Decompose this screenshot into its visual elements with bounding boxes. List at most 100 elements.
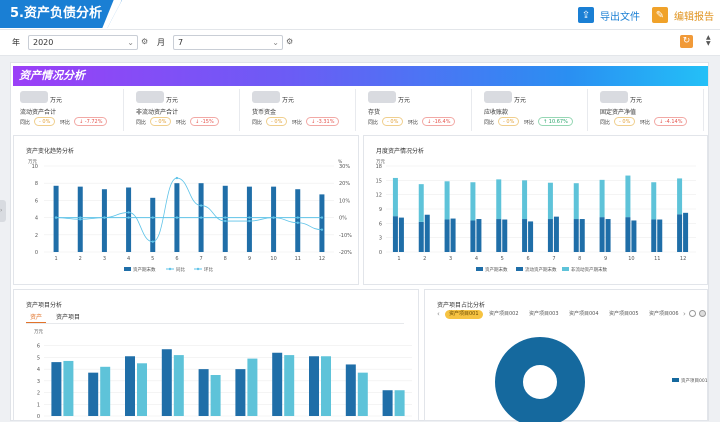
upload-icon: ⇪ [578,7,594,23]
legend-label: 资产项目001 [681,377,708,384]
bar-noncurrent-asset [547,182,553,220]
x-tick-label: 11 [295,256,301,262]
bar-light [357,372,368,416]
page-title: 5.资产负债分析 [0,0,122,28]
kpi-value-blurred [20,91,48,103]
kpi-card: 万元 固定资产净值 同比 - 0% 环比 ↓ -4.14% [594,89,704,131]
x-tick-label: 4 [127,256,130,262]
year-label: 年 [12,38,20,47]
kpi-card: 万元 流动资产合计 同比 - 0% 环比 ↓ -7.72% [14,89,124,131]
y2-tick-label: 30% [339,164,350,170]
kpi-value-blurred [484,91,512,103]
bar-asset-end [150,197,156,252]
line-point [296,216,299,219]
line-point [151,240,154,243]
month-select[interactable]: 7 ⌄ [173,35,283,50]
kpi-mom-label: 环比 [408,120,419,126]
bar-noncurrent-asset [651,182,657,220]
y-tick-label: 15 [376,178,382,184]
bar-current-asset [476,219,482,252]
asset-item-chip[interactable]: 资产项目004 [569,311,599,317]
kpi-yoy-badge: - 0% [266,117,288,126]
line-point [151,216,154,219]
kpi-mom-badge: ↓ -7.72% [74,117,108,126]
legend-label: 资产期末数 [133,266,156,273]
asset-item-chip[interactable]: 资产项目005 [609,311,639,317]
year-select[interactable]: 2020 ⌄ [28,35,138,50]
bar-asset-end [470,220,476,252]
y-tick-label: 1 [37,402,40,408]
export-file-button[interactable]: ⇪ 导出文件 [578,6,640,24]
tab-asset-item[interactable]: 资产项目 [56,314,81,321]
filter-settings-icon[interactable]: ⚙ [286,37,294,46]
bar-current-asset [553,216,559,252]
x-tick-label: 3 [103,256,106,262]
kpi-mom-badge: ↑ 10.67% [538,117,573,126]
tab-asset[interactable]: 资产 [30,314,43,321]
line-point [224,216,227,219]
monthly-asset-card: 月度资产情况分析 万元 0 3 6 9 12 15 18 1 2 3 4 5 6 7 8 9 10 11 12 资产期末… [363,135,708,285]
chevron-left-icon[interactable]: ‹ [437,310,440,318]
bar-dark [88,372,99,416]
bar-current-asset [657,219,663,252]
bar-asset-end [418,221,424,252]
bar-noncurrent-asset [418,184,424,222]
x-tick-label: 11 [654,256,660,262]
x-tick-label: 9 [604,256,607,262]
bar-asset-end [295,189,301,252]
bar-dark [51,362,62,416]
kpi-unit: 万元 [282,97,295,104]
month-label: 月 [157,38,165,47]
asset-item-chip[interactable]: 资产项目006 [649,311,679,317]
y-tick-label: 6 [379,221,382,227]
asset-item-chip[interactable]: 资产项目003 [529,311,559,317]
gear-icon[interactable] [699,310,706,317]
line-point [175,216,179,219]
kpi-name: 货币资金 [252,109,277,116]
bar-dark [198,369,209,416]
kpi-mom-label: 环比 [640,120,651,126]
line-point [272,216,275,219]
kpi-card: 万元 非流动资产合计 同比 - 0% 环比 ↓ -15% [130,89,240,131]
kpi-mom-badge: ↓ -15% [190,117,219,126]
side-panel-handle[interactable]: › [0,200,6,222]
kpi-yoy-badge: - 0% [614,117,636,126]
x-tick-label: 7 [552,256,555,262]
bar-asset-end [246,186,252,252]
bar-light [100,366,111,416]
settings-icon[interactable] [689,310,696,317]
kpi-unit: 万元 [398,97,411,104]
bar-current-asset [424,214,430,252]
asset-item-chip[interactable]: 资产项目002 [489,311,519,317]
bar-noncurrent-asset [392,177,398,217]
y2-tick-label: -10% [339,233,352,239]
refresh-button[interactable]: ↻ [680,35,693,48]
bar-current-asset [683,212,689,252]
y-tick-label: 6 [35,198,38,204]
collapse-toggle-icon[interactable]: ▲ ▼ [706,34,711,47]
y-tick-label: 8 [35,181,38,187]
kpi-mom-badge: ↓ -3.31% [306,117,340,126]
kpi-yoy-label: 同比 [252,120,263,126]
legend-swatch [562,267,569,271]
asset-share-card: 资产项目占比分析 ‹ 资产项目001 资产项目002 资产项目003 资产项目004 资… [424,289,708,422]
bar-noncurrent-asset [677,178,683,215]
chevron-right-icon[interactable]: › [683,310,686,318]
bar-dark [235,369,246,416]
kpi-name: 固定资产净值 [600,109,637,116]
bar-current-asset [579,219,585,252]
bar-asset-end [496,219,502,252]
bar-light [284,355,295,416]
y2-tick-label: -20% [339,250,352,256]
line-series-mom [56,177,322,243]
line-point [248,216,251,219]
bar-current-asset [631,220,637,252]
x-tick-label: 6 [526,256,529,262]
asset-trend-title: 资产变化趋势分析 [26,148,75,155]
filter-settings-icon[interactable]: ⚙ [141,37,149,46]
kpi-value-blurred [600,91,628,103]
bar-current-asset [605,219,611,252]
y-tick-label: 2 [35,233,38,239]
asset-item-chip[interactable]: 资产项目001 [445,310,483,319]
edit-report-button[interactable]: ✎ 编辑报告 [652,6,714,24]
